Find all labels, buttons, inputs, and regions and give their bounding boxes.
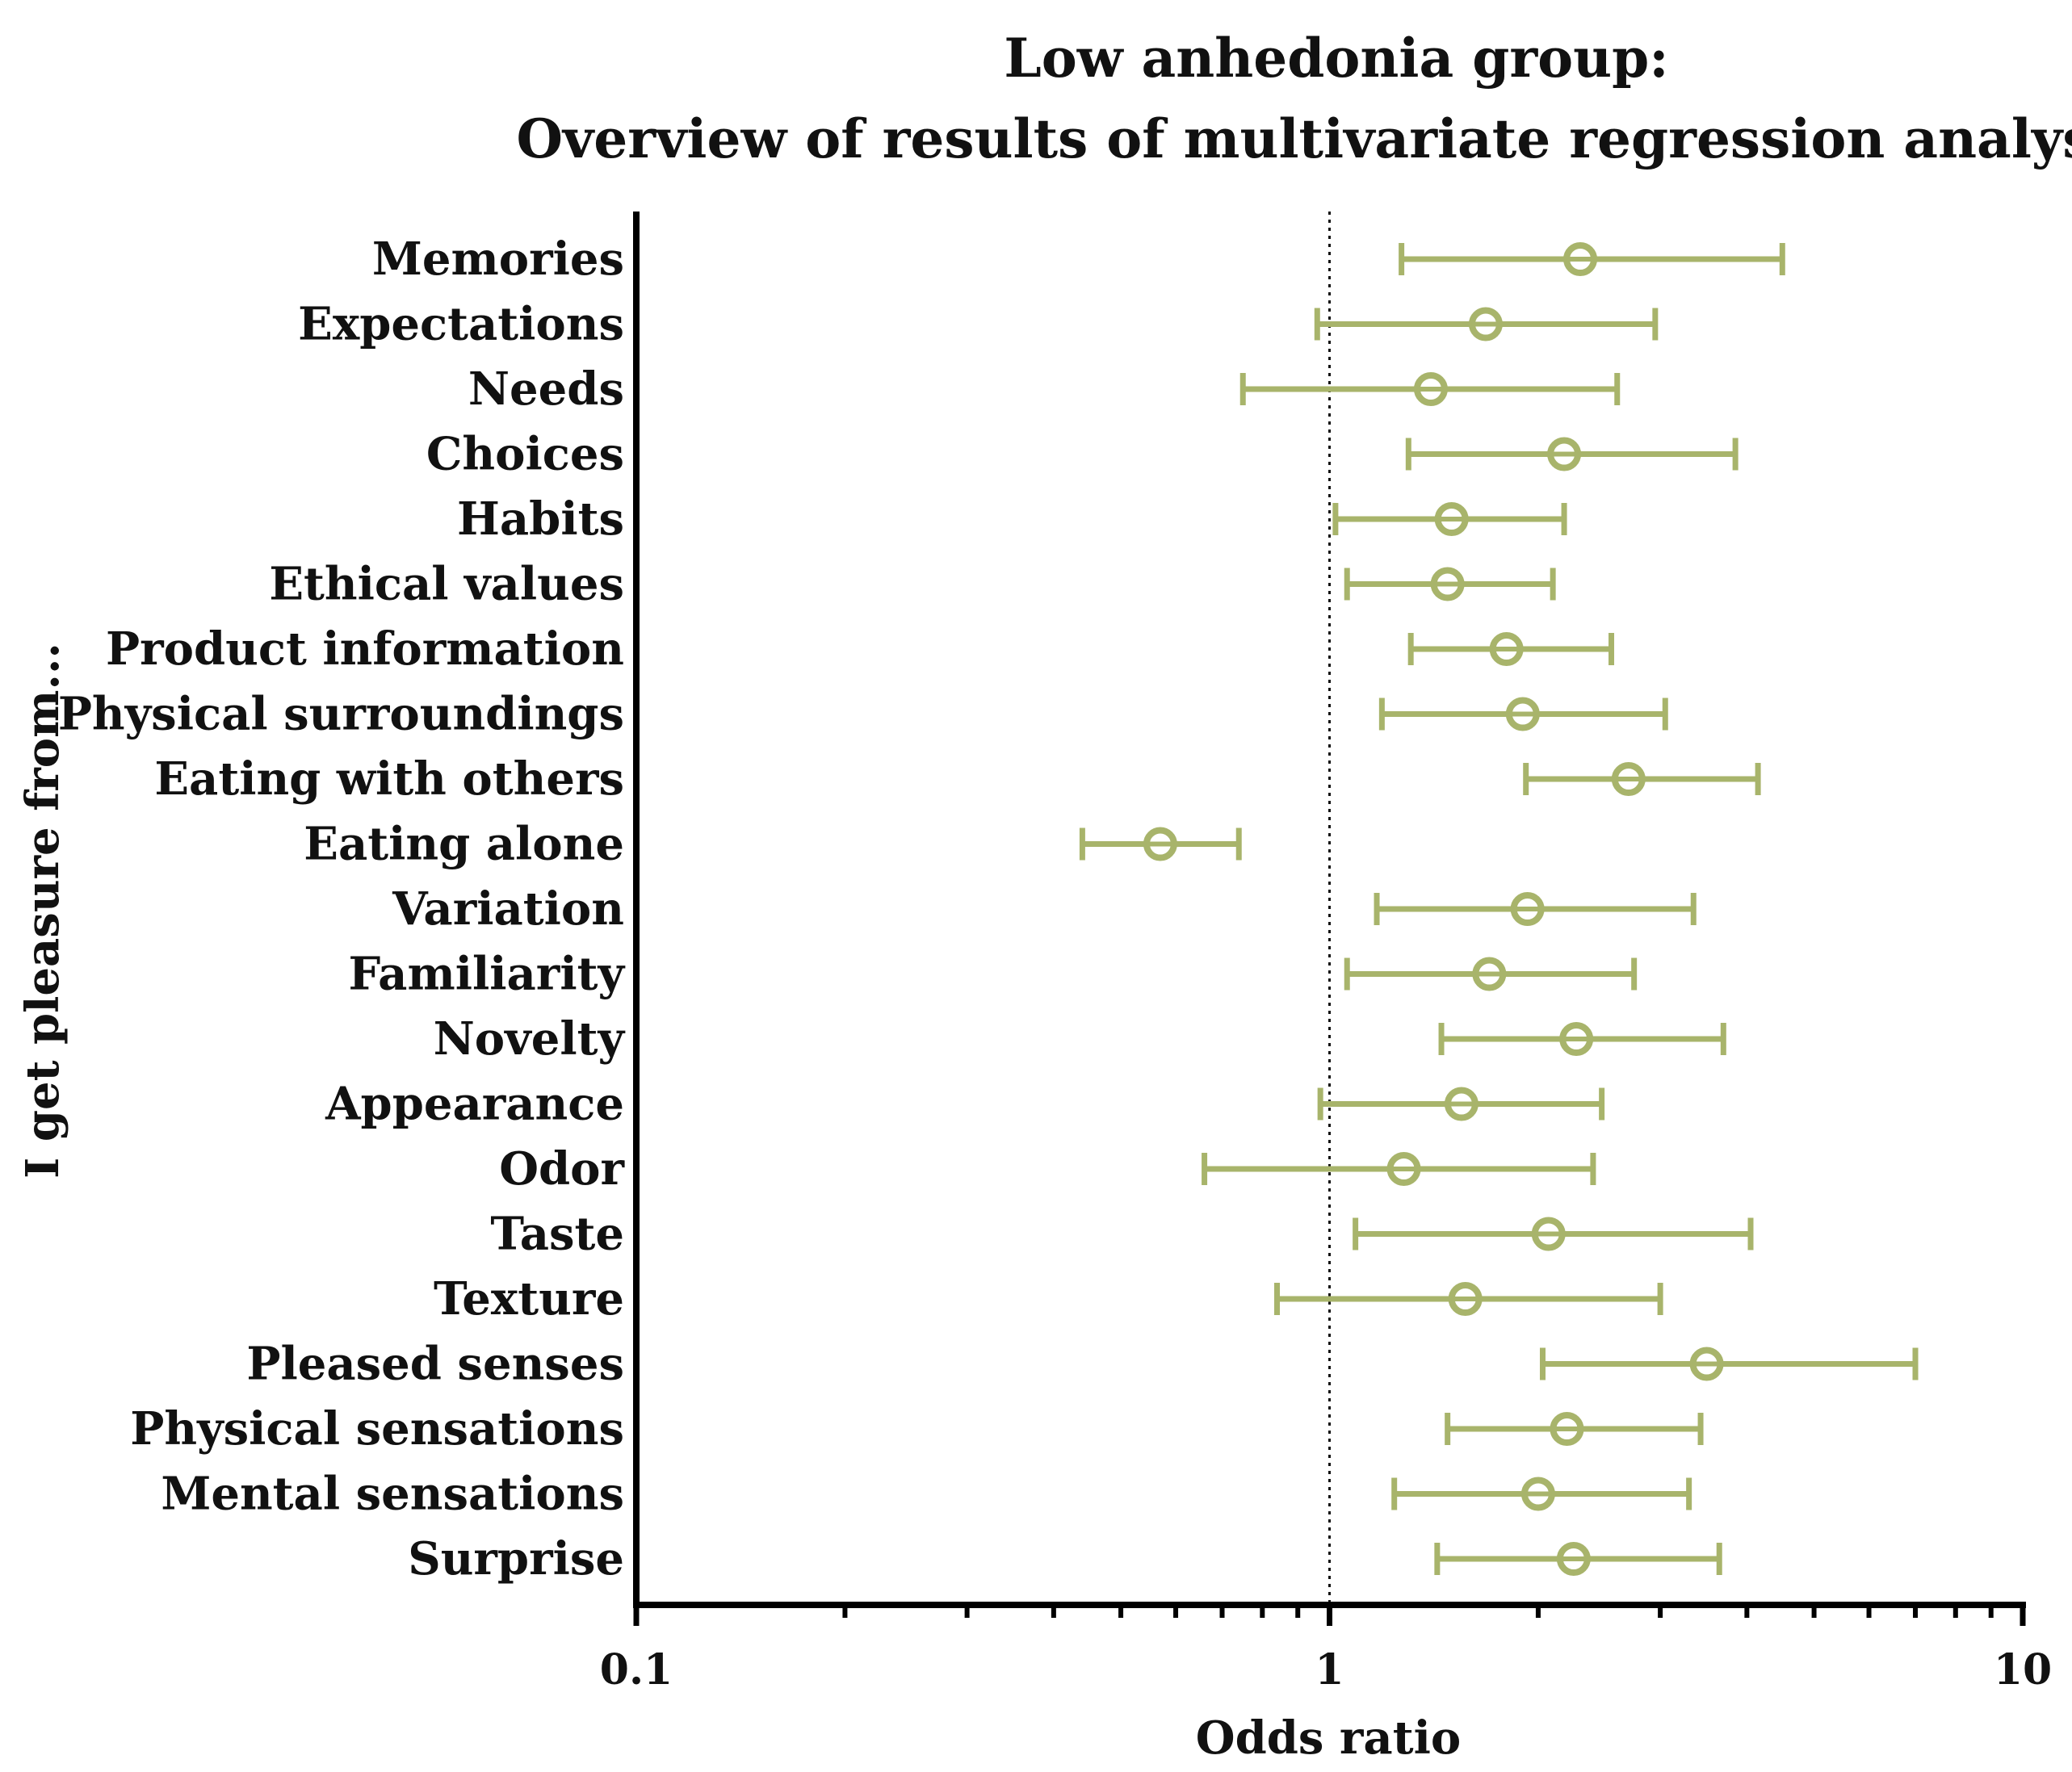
x-tick-label: 10 xyxy=(1994,1645,2052,1695)
category-label: Physical surroundings xyxy=(58,688,624,741)
category-label: Eating with others xyxy=(154,752,624,806)
x-tick-label: 1 xyxy=(1315,1645,1344,1695)
category-label: Odor xyxy=(499,1142,625,1196)
x-tick-label: 0.1 xyxy=(600,1645,673,1695)
category-label: Ethical values xyxy=(269,558,624,611)
category-label: Memories xyxy=(372,232,624,286)
category-label: Novelty xyxy=(434,1012,626,1066)
category-label: Pleased senses xyxy=(246,1338,624,1391)
x-axis-label: Odds ratio xyxy=(1196,1711,1461,1765)
category-label: Physical sensations xyxy=(130,1402,624,1456)
plot-area: 0.1 1 10 Memories Expectations Needs Choices Ha… xyxy=(58,212,2052,1695)
chart-subtitle: Overview of results of multivariate regr… xyxy=(516,107,2072,170)
y-axis-label: I get pleasure from... xyxy=(16,643,69,1179)
category-label: Choices xyxy=(426,428,624,481)
category-label: Expectations xyxy=(298,298,624,351)
category-label: Eating alone xyxy=(304,818,624,871)
category-label: Texture xyxy=(434,1272,624,1326)
category-label: Product information xyxy=(106,622,624,676)
category-label: Familiarity xyxy=(348,948,625,1001)
chart-title: Low anhedonia group: xyxy=(1004,27,1668,90)
category-label: Appearance xyxy=(325,1078,624,1131)
category-label: Taste xyxy=(490,1208,624,1261)
category-label: Habits xyxy=(457,492,624,546)
category-label: Variation xyxy=(392,882,624,936)
category-label: Mental sensations xyxy=(161,1468,624,1521)
category-label: Surprise xyxy=(408,1532,624,1586)
category-label: Needs xyxy=(468,362,624,416)
